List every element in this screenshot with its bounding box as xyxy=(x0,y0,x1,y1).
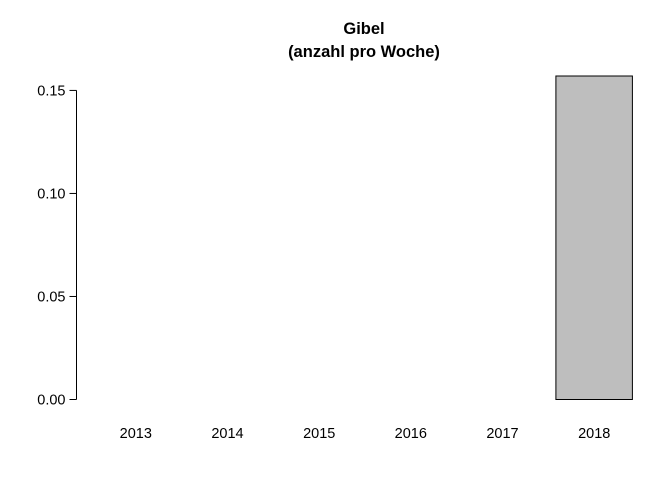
x-tick-label-2017: 2017 xyxy=(486,426,518,442)
x-tick-label-2016: 2016 xyxy=(395,426,427,442)
x-axis-labels: 2013 2014 2015 2016 2017 2018 xyxy=(120,426,611,442)
y-axis: 0.00 0.05 0.10 0.15 xyxy=(37,83,77,409)
x-tick-label-2018: 2018 xyxy=(578,426,610,442)
x-tick-label-2015: 2015 xyxy=(303,426,335,442)
chart-title: Gibel xyxy=(343,20,384,38)
x-tick-label-2013: 2013 xyxy=(120,426,152,442)
bar-2018 xyxy=(555,75,633,400)
y-tick-label-1: 0.05 xyxy=(37,289,65,305)
y-tick-label-3: 0.15 xyxy=(37,83,65,99)
x-tick-label-2014: 2014 xyxy=(211,426,243,442)
y-tick-label-0: 0.00 xyxy=(37,393,65,409)
y-tick-label-2: 0.10 xyxy=(37,186,65,202)
chart-subtitle: (anzahl pro Woche) xyxy=(288,43,440,61)
bars xyxy=(555,75,633,400)
